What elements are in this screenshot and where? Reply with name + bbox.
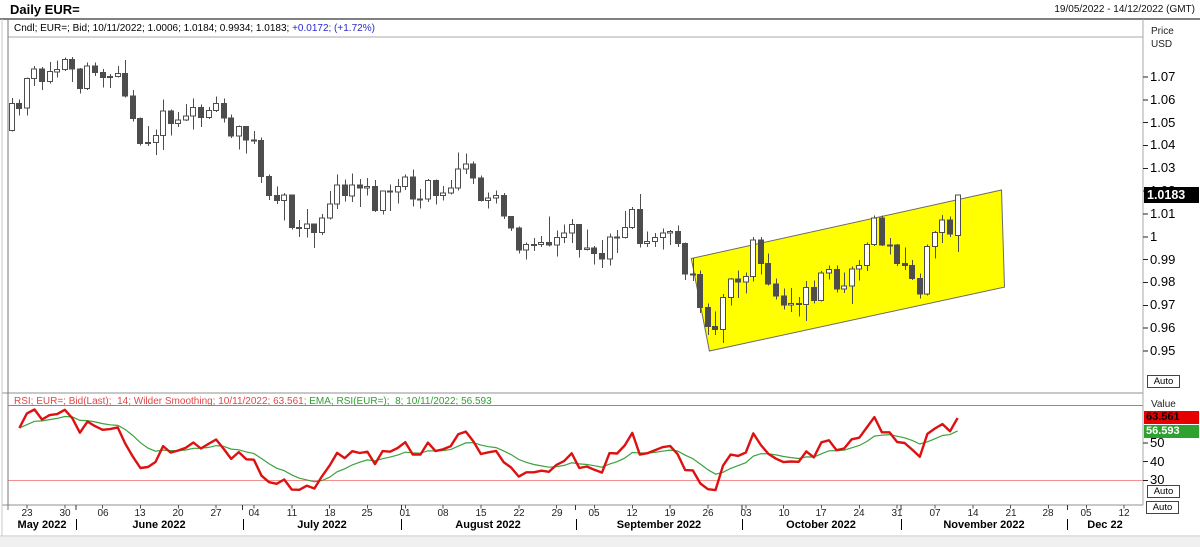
price-tick-label: 0.97	[1150, 297, 1176, 312]
month-label: June 2022	[132, 519, 186, 531]
date-tick-label: 12	[626, 508, 638, 519]
date-tick-label: 19	[664, 508, 676, 519]
date-tick-label: 08	[437, 508, 449, 519]
ema-value-badge: 56.593	[1144, 425, 1199, 438]
rsi-legend: RSI; EUR=; Bid(Last); 14; Wilder Smoothi…	[14, 396, 492, 407]
month-label: August 2022	[455, 519, 521, 531]
price-axis-auto-button[interactable]: Auto	[1147, 375, 1180, 388]
footer-band	[0, 537, 1200, 547]
date-tick-label: 13	[134, 508, 146, 519]
date-tick-label: 20	[172, 508, 184, 519]
date-tick-label: 21	[1005, 508, 1017, 519]
page-title: Daily EUR=	[10, 2, 80, 17]
last-price-badge: 1.0183	[1144, 187, 1199, 203]
price-axis-title: Price	[1151, 26, 1174, 37]
month-separator	[76, 519, 77, 530]
month-separator	[401, 519, 402, 530]
month-label: May 2022	[17, 519, 67, 531]
date-tick-label: 24	[853, 508, 865, 519]
price-tick-label: 0.96	[1150, 320, 1176, 335]
date-tick-label: 29	[551, 508, 563, 519]
month-label: September 2022	[616, 519, 702, 531]
month-label: November 2022	[943, 519, 1025, 531]
price-tick-label: 0.95	[1150, 343, 1176, 358]
value-axis-title: Value	[1151, 399, 1176, 410]
date-tick-label: 30	[59, 508, 71, 519]
rsi-value-badge: 63.561	[1144, 411, 1199, 424]
price-tick-label: 1.03	[1150, 160, 1176, 175]
price-tick-label: 1.05	[1150, 115, 1176, 130]
price-tick-label: 1.07	[1150, 69, 1176, 84]
main-legend-ohlc: Cndl; EUR=; Bid; 10/11/2022; 1.0006; 1.0…	[14, 23, 293, 34]
price-tick-label: 1.04	[1150, 137, 1176, 152]
date-tick-label: 18	[324, 508, 336, 519]
month-label: July 2022	[297, 519, 347, 531]
date-tick-label: 04	[248, 508, 260, 519]
month-label: October 2022	[786, 519, 856, 531]
date-range-label: 19/05/2022 - 14/12/2022 (GMT)	[1054, 4, 1195, 15]
price-tick-label: 1	[1150, 229, 1158, 244]
date-tick-label: 01	[399, 508, 411, 519]
date-tick-label: 28	[1042, 508, 1054, 519]
date-tick-label: 06	[97, 508, 109, 519]
price-axis-currency: USD	[1151, 39, 1173, 50]
price-tick-label: 1.01	[1150, 206, 1176, 221]
rsi-legend-main: RSI; EUR=; Bid(Last); 14; Wilder Smoothi…	[14, 396, 310, 407]
price-tick-label: 0.99	[1150, 252, 1176, 267]
value-tick-label: 30	[1150, 472, 1165, 487]
date-tick-label: 22	[513, 508, 525, 519]
date-tick-label: 12	[1118, 508, 1130, 519]
value-tick-label: 50	[1150, 435, 1165, 450]
month-separator	[742, 519, 743, 530]
price-tick-label: 0.98	[1150, 274, 1176, 289]
value-axis-auto-button[interactable]: Auto	[1147, 485, 1180, 498]
main-legend-change: +0.0172; (+1.72%)	[292, 23, 375, 34]
main-series-legend: Cndl; EUR=; Bid; 10/11/2022; 1.0006; 1.0…	[14, 23, 375, 34]
date-tick-label: 10	[778, 508, 790, 519]
date-tick-label: 25	[361, 508, 373, 519]
time-axis-auto-button[interactable]: Auto	[1146, 501, 1179, 514]
month-label: Dec 22	[1087, 519, 1123, 531]
date-tick-label: 31	[891, 508, 903, 519]
date-tick-label: 17	[815, 508, 827, 519]
date-tick-label: 15	[475, 508, 487, 519]
date-tick-label: 23	[21, 508, 33, 519]
date-tick-label: 14	[967, 508, 979, 519]
date-tick-label: 05	[1080, 508, 1092, 519]
value-tick-label: 40	[1150, 454, 1165, 469]
date-tick-label: 26	[702, 508, 714, 519]
date-tick-label: 07	[929, 508, 941, 519]
date-tick-label: 05	[588, 508, 600, 519]
month-separator	[576, 519, 577, 530]
date-tick-label: 27	[210, 508, 222, 519]
month-separator	[243, 519, 244, 530]
month-separator	[1067, 519, 1068, 530]
date-tick-label: 03	[740, 508, 752, 519]
date-tick-label: 11	[286, 508, 298, 519]
month-separator	[901, 519, 902, 530]
price-tick-label: 1.06	[1150, 92, 1176, 107]
rsi-legend-ema: EMA; RSI(EUR=); 8; 10/11/2022; 56.593	[309, 396, 492, 407]
